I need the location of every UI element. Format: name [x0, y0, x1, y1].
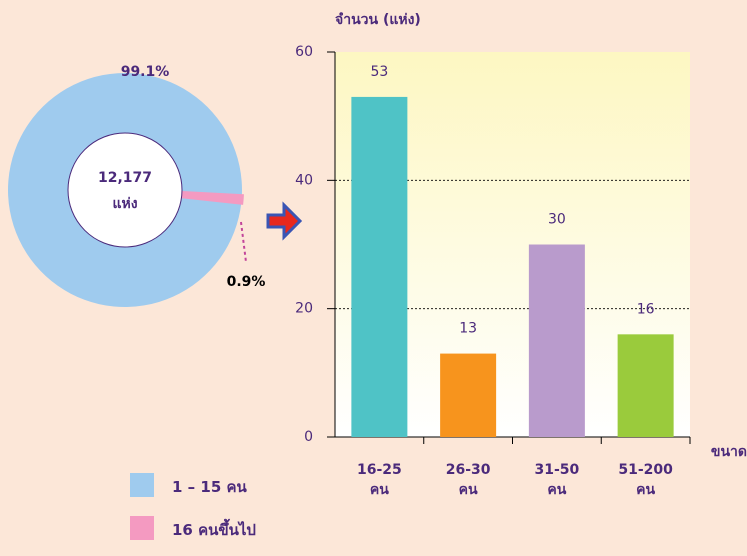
- legend-swatch: [130, 473, 154, 497]
- data-label: 13: [459, 321, 477, 337]
- leader-line: [240, 221, 247, 263]
- center-label: 12,177: [98, 170, 152, 186]
- center-label: แห่ง: [112, 196, 137, 212]
- data-label: 16: [637, 301, 655, 317]
- x-axis-label: ขนาด: [711, 444, 747, 460]
- bar: [440, 353, 497, 437]
- donut-slice: [8, 72, 243, 307]
- bar: [617, 334, 674, 437]
- y-tick-label: 0: [304, 429, 313, 445]
- bar: [528, 244, 585, 437]
- legend-label: 16 คนขึ้นไป: [172, 521, 256, 539]
- slice-label: 0.9%: [227, 274, 266, 290]
- bar: [351, 96, 408, 438]
- data-label: 30: [548, 212, 566, 228]
- arrow: [266, 201, 303, 241]
- x-tick-label: 51-200 คน: [618, 462, 673, 498]
- legend-label: 1 – 15 คน: [172, 478, 247, 496]
- data-label: 53: [370, 64, 388, 80]
- donut-hole: [67, 132, 183, 248]
- x-tick-label: 31-50 คน: [534, 462, 580, 498]
- x-tick-label: 16-25 คน: [356, 462, 402, 498]
- y-axis-label: จำนวน (แห่ง): [335, 12, 421, 28]
- y-tick-label: 20: [295, 301, 313, 317]
- y-tick-label: 40: [295, 172, 313, 188]
- y-tick-label: 60: [295, 44, 313, 60]
- slice-label: 99.1%: [121, 64, 170, 80]
- legend-swatch: [130, 516, 154, 540]
- x-tick-label: 26-30 คน: [445, 462, 491, 498]
